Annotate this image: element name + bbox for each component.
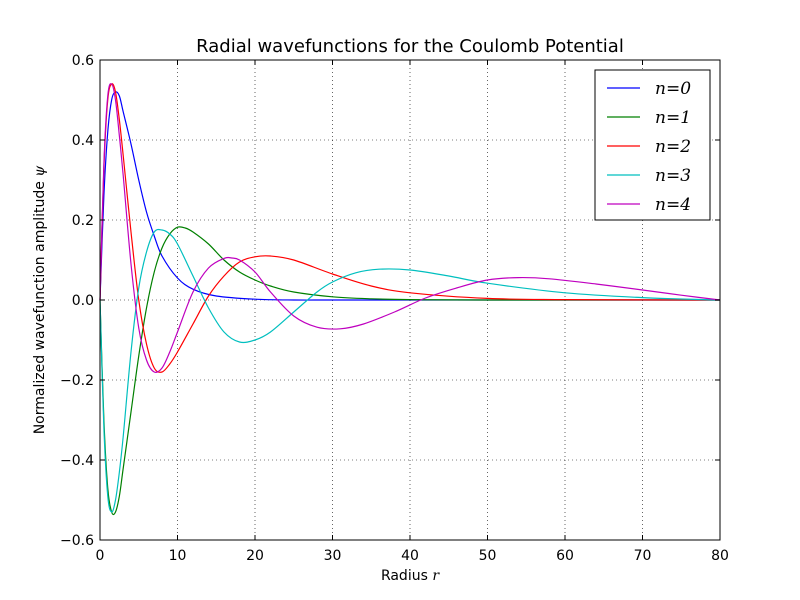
- x-tick-label: 50: [479, 548, 497, 564]
- y-tick-labels: −0.6 −0.4 −0.2 0.0 0.2 0.4 0.6: [60, 53, 94, 549]
- y-tick-label: −0.6: [60, 533, 94, 549]
- series-line-n2: [99, 83, 721, 373]
- legend-box: [594, 69, 711, 221]
- legend-label: n=2: [655, 137, 691, 157]
- x-tick-label: 30: [324, 548, 342, 564]
- x-tick-labels: 0 10 20 30 40 50 60 70 80: [96, 548, 729, 564]
- y-tick-label: 0.4: [72, 133, 94, 149]
- series-line-n1: [99, 226, 721, 516]
- legend-label: n=4: [655, 195, 691, 215]
- series-lines: [99, 83, 721, 516]
- y-tick-label: −0.2: [60, 373, 94, 389]
- x-axis-label-symbol: r: [432, 568, 440, 584]
- legend-label: n=3: [655, 166, 691, 186]
- y-tick-label: 0.2: [72, 213, 94, 229]
- y-tick-label: −0.4: [60, 453, 94, 469]
- legend-label: n=0: [655, 79, 691, 99]
- x-tick-label: 10: [169, 548, 187, 564]
- y-tick-label: 0.6: [72, 53, 94, 69]
- x-axis-label: Radius r: [381, 568, 440, 584]
- series-line-n4: [99, 83, 721, 374]
- x-axis-label-text: Radius: [381, 568, 428, 584]
- x-tick-label: 80: [711, 548, 729, 564]
- y-axis-label-text: Normalized wavefunction amplitude: [32, 181, 48, 434]
- series-line-n0: [99, 91, 720, 301]
- x-tick-label: 0: [96, 548, 105, 564]
- chart-title: Radial wavefunctions for the Coulomb Pot…: [196, 36, 624, 57]
- series-line-n3: [99, 228, 721, 513]
- y-axis-label-symbol: ψ: [32, 165, 48, 177]
- legend-entries: n=0 n=1 n=2 n=3 n=4: [607, 79, 691, 215]
- x-tick-label: 40: [401, 548, 419, 564]
- legend: n=0 n=1 n=2 n=3 n=4: [594, 69, 711, 221]
- y-axis-label: Normalized wavefunction amplitude ψ: [32, 165, 48, 435]
- x-tick-label: 60: [556, 548, 574, 564]
- y-tick-label: 0.0: [72, 293, 94, 309]
- legend-label: n=1: [655, 108, 691, 128]
- axis-ticks: [99, 59, 721, 541]
- x-tick-label: 20: [246, 548, 264, 564]
- x-tick-label: 70: [634, 548, 652, 564]
